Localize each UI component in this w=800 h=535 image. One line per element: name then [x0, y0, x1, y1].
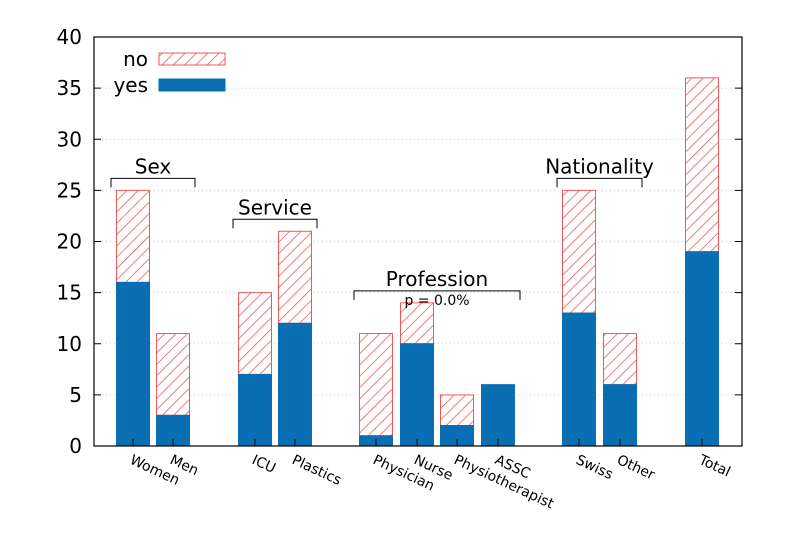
y-tick-label: 30	[57, 127, 82, 151]
y-tick-label: 5	[69, 383, 82, 407]
legend-label-no: no	[123, 47, 148, 71]
bar-yes-swiss	[562, 312, 596, 447]
bar-yes-assc	[481, 384, 515, 447]
bars	[116, 77, 719, 447]
bar-yes-other	[603, 384, 637, 447]
bar-yes-icu	[238, 373, 272, 447]
bar-no-plastics	[278, 230, 312, 324]
bar-no-other	[603, 333, 637, 386]
group-bracket	[232, 218, 318, 229]
bar-yes-total	[685, 251, 719, 447]
y-tick-label: 15	[57, 281, 82, 305]
group-bracket	[110, 177, 196, 188]
y-tick-label: 25	[57, 178, 82, 202]
group-label: Service	[238, 195, 312, 219]
bar-no-icu	[238, 292, 272, 375]
group-bracket	[353, 290, 521, 300]
x-category-label: Total	[695, 452, 732, 481]
plot-frame	[93, 36, 743, 447]
y-tick-label: 35	[57, 76, 82, 100]
x-category-label: ICU	[249, 452, 278, 477]
y-tick-label: 20	[57, 230, 82, 254]
bar-no-women	[116, 189, 150, 283]
group-brackets: Sex Service Profession p = 0.0% Nationality	[110, 154, 654, 309]
bar-no-nurse	[400, 302, 434, 345]
y-tick-label: 10	[57, 332, 82, 356]
legend-label-yes: yes	[113, 73, 148, 97]
bar-no-swiss	[562, 189, 596, 314]
group-label: Nationality	[545, 154, 654, 178]
bar-yes-women	[116, 281, 150, 447]
y-tick-label: 0	[69, 434, 82, 458]
legend-swatch-yes	[158, 78, 226, 92]
group-label: Sex	[135, 154, 172, 178]
group-bracket	[556, 177, 643, 188]
y-tick-label: 40	[57, 25, 82, 49]
legend-swatch-no	[158, 52, 226, 66]
x-category-label: Swiss	[573, 452, 615, 483]
x-category-label: Other	[614, 452, 657, 483]
bar-no-physician	[359, 333, 393, 437]
bar-yes-nurse	[400, 343, 434, 447]
p-value-annotation: p = 0.0%	[404, 293, 469, 309]
bar-no-men	[156, 333, 190, 416]
group-label: Profession	[386, 267, 488, 291]
x-category-label: Plastics	[289, 452, 343, 489]
bar-yes-plastics	[278, 322, 312, 447]
bar-no-physiotherapist	[440, 394, 474, 427]
bar-no-total	[685, 77, 719, 253]
